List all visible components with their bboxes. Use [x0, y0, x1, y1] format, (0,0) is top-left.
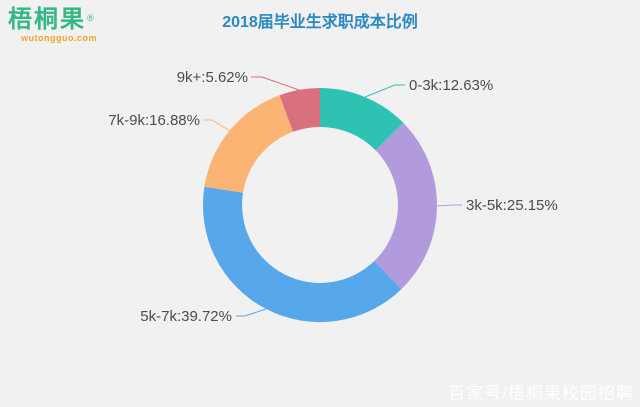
leader-line-5k-7k	[236, 308, 267, 317]
segment-label-3k-5k: 3k-5k:25.15%	[466, 197, 558, 214]
registered-trademark-icon: ®	[87, 12, 94, 23]
logo-url-text: wutongguo.com	[21, 33, 97, 43]
donut-segment-0-3k[interactable]	[320, 88, 404, 151]
leader-line-3k-5k	[436, 204, 462, 207]
segment-label-5k-7k: 5k-7k:39.72%	[140, 308, 232, 325]
wutongguo-logo: 梧桐果® wutongguo.com	[8, 8, 97, 43]
segment-label-0-3k: 0-3k:12.63%	[409, 77, 494, 94]
leader-line-0-3k	[364, 84, 405, 98]
leader-line-9k-plus	[251, 76, 300, 91]
donut-segment-9k-plus[interactable]	[279, 87, 321, 132]
segment-label-7k-9k: 7k-9k:16.88%	[108, 112, 200, 129]
logo-text: 梧桐果	[8, 6, 86, 33]
segment-label-9k-plus: 9k+:5.62%	[176, 69, 248, 86]
donut-segment-3k-5k[interactable]	[374, 123, 438, 290]
chart-title: 2018届毕业生求职成本比例	[222, 14, 418, 31]
leader-line-7k-9k	[203, 119, 231, 132]
donut-segment-5k-7k[interactable]	[202, 186, 402, 323]
donut-segment-7k-9k[interactable]	[204, 95, 293, 193]
baijiahao-watermark: 百家号/梧桐果校园招聘	[448, 384, 634, 403]
